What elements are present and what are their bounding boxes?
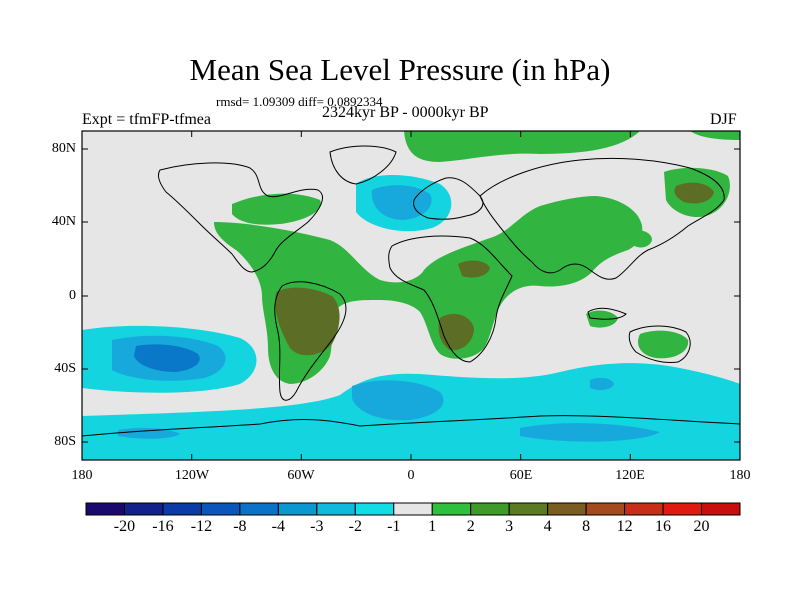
anomaly-africa-core xyxy=(438,313,474,351)
coast-europe xyxy=(413,177,484,220)
coast-greenland xyxy=(329,145,397,185)
colorbar-label: -2 xyxy=(348,518,362,535)
colorbar-label: 3 xyxy=(505,518,514,535)
anomaly-south-indian xyxy=(590,377,614,391)
colorbar-box xyxy=(547,502,587,516)
colorbar-box xyxy=(393,502,433,516)
colorbar-box xyxy=(662,502,703,516)
colorbar-box xyxy=(162,502,202,516)
lon-label-120w: 120W xyxy=(174,468,210,483)
colorbar-box xyxy=(316,502,356,516)
coast-indonesia xyxy=(587,307,627,320)
colorbar-label: 16 xyxy=(655,518,672,535)
colorbar-label: 12 xyxy=(616,518,633,535)
lat-label-40n: 40N xyxy=(51,214,76,229)
anomaly-arctic xyxy=(404,131,640,162)
coast-asia xyxy=(479,157,725,280)
anomaly-southeast-pacific xyxy=(700,328,740,363)
lon-label-0: 0 xyxy=(407,468,415,483)
season-label: DJF xyxy=(710,111,737,128)
colorbar-box xyxy=(200,502,241,516)
anomaly-australia xyxy=(637,330,689,359)
colorbar-box xyxy=(701,502,741,516)
colorbar-label: 1 xyxy=(428,518,437,535)
colorbar-label: -20 xyxy=(113,518,136,535)
colorbar-box xyxy=(508,502,549,516)
anomaly-north-america xyxy=(232,193,321,225)
colorbar xyxy=(85,502,741,516)
colorbar-label: 8 xyxy=(582,518,591,535)
lat-label-0: 0 xyxy=(69,288,76,303)
anomaly-antarctic-east xyxy=(520,423,660,442)
lon-label-180e: 180 xyxy=(729,468,751,483)
colorbar-box xyxy=(239,502,279,516)
colorbar-box xyxy=(277,502,318,516)
colorbar-box xyxy=(624,502,664,516)
stats-text: rmsd= 1.09309 diff= 0.0892334 xyxy=(216,94,383,109)
lon-label-120e: 120E xyxy=(615,468,645,483)
anomaly-south-america-core xyxy=(275,287,340,356)
colorbar-label: 20 xyxy=(693,518,710,535)
colorbar-box xyxy=(470,502,510,516)
colorbar-label: 4 xyxy=(543,518,552,535)
anomaly-antarctic-west xyxy=(118,427,180,439)
lon-label-60w: 60W xyxy=(287,468,315,483)
coast-antarctica xyxy=(82,415,740,437)
period-label: 2324kyr BP - 0000kyr BP xyxy=(322,104,489,121)
lat-label-80s: 80S xyxy=(54,434,76,449)
anomaly-siberia-core xyxy=(674,182,714,204)
coast-africa xyxy=(388,235,513,363)
colorbar-label: -16 xyxy=(152,518,174,535)
coast-australia xyxy=(628,325,691,363)
colorbar-label: -3 xyxy=(310,518,324,535)
colorbar-box xyxy=(431,502,472,516)
map-field xyxy=(82,131,740,460)
colorbar-box xyxy=(354,502,395,516)
lon-label-60e: 60E xyxy=(509,468,533,483)
experiment-label: Expt = tfmFP-tfmea xyxy=(82,111,212,128)
lat-label-80n: 80N xyxy=(51,141,76,156)
coast-south-america xyxy=(274,281,347,401)
coast-north-america xyxy=(157,162,323,273)
anomaly-arctic-ne xyxy=(690,131,740,140)
colorbar-label: -4 xyxy=(271,518,285,535)
colorbar-box xyxy=(123,502,164,516)
anomaly-south-atlantic xyxy=(352,380,444,421)
lat-tick-marks xyxy=(82,148,740,443)
coastlines xyxy=(82,145,740,437)
map-title: Mean Sea Level Pressure (in hPa) xyxy=(189,52,611,87)
colorbar-box xyxy=(585,502,626,516)
anomaly-sahara-core xyxy=(458,260,490,278)
lat-label-40s: 40S xyxy=(54,361,76,376)
colorbar-label: 2 xyxy=(466,518,475,535)
anomaly-south-pacific-core xyxy=(134,344,200,372)
colorbar-box xyxy=(85,502,125,516)
colorbar-label: -12 xyxy=(190,518,213,535)
lon-label-180w: 180 xyxy=(71,468,93,483)
lon-tick-marks xyxy=(191,131,631,460)
colorbar-label: -8 xyxy=(233,518,247,535)
colorbar-label: -1 xyxy=(387,518,401,535)
anomaly-west-pacific xyxy=(630,230,652,248)
